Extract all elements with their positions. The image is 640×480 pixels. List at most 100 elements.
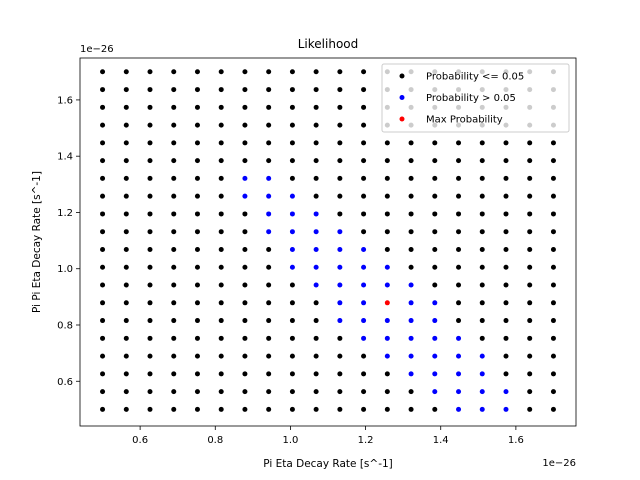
point-low-probability <box>147 300 153 306</box>
point-low-probability <box>289 335 295 341</box>
point-low-probability <box>123 406 129 412</box>
point-low-probability <box>194 335 200 341</box>
point-high-probability <box>408 335 414 341</box>
point-low-probability <box>503 371 509 377</box>
point-low-probability <box>337 122 343 128</box>
point-low-probability <box>171 264 177 270</box>
point-low-probability <box>313 353 319 359</box>
point-high-probability <box>456 353 462 359</box>
point-low-probability <box>337 353 343 359</box>
point-low-probability <box>147 353 153 359</box>
point-high-probability <box>313 211 319 217</box>
point-low-probability <box>147 122 153 128</box>
point-high-probability <box>361 300 367 306</box>
legend-label: Probability > 0.05 <box>426 93 516 104</box>
point-high-probability <box>361 335 367 341</box>
point-low-probability <box>408 158 414 164</box>
point-low-probability <box>527 140 533 146</box>
point-low-probability <box>171 229 177 235</box>
point-low-probability <box>503 353 509 359</box>
point-low-probability <box>384 229 390 235</box>
point-low-probability <box>527 300 533 306</box>
point-low-probability <box>432 140 438 146</box>
point-low-probability <box>361 104 367 110</box>
point-low-probability <box>123 175 129 181</box>
point-low-probability <box>194 353 200 359</box>
point-low-probability <box>313 69 319 75</box>
x-tick-label: 0.8 <box>207 435 223 446</box>
point-high-probability <box>266 229 272 235</box>
point-low-probability <box>361 158 367 164</box>
point-low-probability <box>100 335 106 341</box>
point-low-probability <box>432 158 438 164</box>
point-low-probability <box>123 300 129 306</box>
point-low-probability <box>194 246 200 252</box>
legend-box <box>381 63 570 133</box>
point-high-probability <box>337 229 343 235</box>
point-low-probability <box>147 371 153 377</box>
point-low-probability <box>550 211 556 217</box>
point-low-probability <box>100 193 106 199</box>
point-low-probability <box>503 264 509 270</box>
point-low-probability <box>242 406 248 412</box>
point-low-probability <box>147 282 153 288</box>
point-low-probability <box>242 140 248 146</box>
point-low-probability <box>337 69 343 75</box>
point-low-probability <box>147 104 153 110</box>
point-low-probability <box>171 300 177 306</box>
scatter-points <box>100 69 556 412</box>
point-high-probability <box>456 335 462 341</box>
point-low-probability <box>218 264 224 270</box>
point-low-probability <box>100 300 106 306</box>
point-low-probability <box>242 122 248 128</box>
point-low-probability <box>289 175 295 181</box>
point-low-probability <box>100 122 106 128</box>
point-low-probability <box>147 175 153 181</box>
point-high-probability <box>337 264 343 270</box>
point-low-probability <box>171 318 177 324</box>
point-low-probability <box>361 389 367 395</box>
point-low-probability <box>218 87 224 93</box>
point-high-probability <box>432 335 438 341</box>
point-low-probability <box>266 300 272 306</box>
point-low-probability <box>289 69 295 75</box>
point-low-probability <box>194 318 200 324</box>
point-low-probability <box>503 211 509 217</box>
point-low-probability <box>337 87 343 93</box>
point-low-probability <box>266 140 272 146</box>
point-low-probability <box>289 87 295 93</box>
point-low-probability <box>242 246 248 252</box>
point-low-probability <box>479 264 485 270</box>
point-low-probability <box>313 104 319 110</box>
point-low-probability <box>147 211 153 217</box>
point-low-probability <box>194 300 200 306</box>
point-low-probability <box>123 140 129 146</box>
point-low-probability <box>147 193 153 199</box>
point-low-probability <box>527 175 533 181</box>
point-low-probability <box>337 158 343 164</box>
point-low-probability <box>100 69 106 75</box>
point-low-probability <box>194 175 200 181</box>
point-low-probability <box>100 246 106 252</box>
point-low-probability <box>242 300 248 306</box>
chart-title: Likelihood <box>298 37 359 51</box>
point-low-probability <box>266 318 272 324</box>
point-low-probability <box>123 246 129 252</box>
point-low-probability <box>100 158 106 164</box>
point-low-probability <box>242 264 248 270</box>
point-low-probability <box>384 158 390 164</box>
point-low-probability <box>218 104 224 110</box>
point-low-probability <box>503 246 509 252</box>
point-low-probability <box>456 211 462 217</box>
point-low-probability <box>456 229 462 235</box>
point-low-probability <box>432 229 438 235</box>
point-low-probability <box>313 335 319 341</box>
point-low-probability <box>147 389 153 395</box>
point-low-probability <box>361 175 367 181</box>
point-low-probability <box>550 246 556 252</box>
point-low-probability <box>266 371 272 377</box>
point-high-probability <box>384 353 390 359</box>
point-low-probability <box>456 246 462 252</box>
point-low-probability <box>194 211 200 217</box>
